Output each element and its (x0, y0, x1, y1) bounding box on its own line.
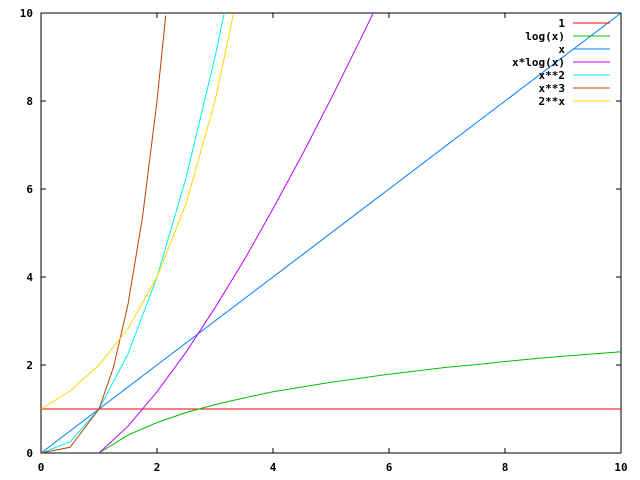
legend-label: x**2 (539, 69, 566, 82)
legend-label: 1 (558, 17, 565, 30)
y-tick-label: 4 (26, 271, 33, 284)
x-tick-label: 0 (38, 461, 45, 474)
series-line-6 (41, 13, 235, 410)
legend-label: log(x) (525, 30, 565, 43)
series-line-5 (41, 15, 167, 453)
axis-ticks: 0 2 4 6 8 10 0 2 4 6 8 10 (20, 7, 628, 474)
series-line-4 (41, 13, 225, 453)
plot-frame (40, 12, 622, 454)
x-tick-label: 4 (270, 461, 277, 474)
series-line-1 (98, 351, 621, 453)
series-lines (41, 13, 621, 453)
x-tick-label: 10 (614, 461, 627, 474)
legend-label: x**3 (539, 82, 566, 95)
y-tick-label: 10 (20, 7, 33, 20)
legend-label: x*log(x) (512, 56, 565, 69)
series-line-2 (41, 13, 621, 453)
y-tick-label: 6 (26, 183, 33, 196)
y-tick-label: 8 (26, 95, 33, 108)
x-tick-label: 6 (386, 461, 393, 474)
y-tick-label: 2 (26, 359, 33, 372)
x-tick-label: 2 (154, 461, 161, 474)
x-tick-label: 8 (502, 461, 509, 474)
series-line-3 (98, 13, 374, 453)
legend-label: 2**x (539, 95, 566, 108)
y-tick-label: 0 (26, 447, 33, 460)
legend-label: x (558, 43, 565, 56)
